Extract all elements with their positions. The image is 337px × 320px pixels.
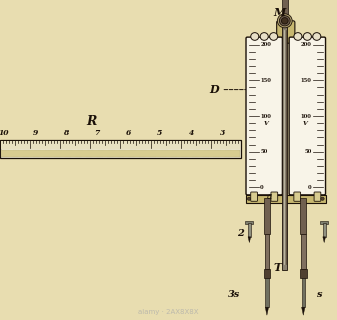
Circle shape [270, 33, 278, 40]
FancyBboxPatch shape [294, 192, 301, 201]
Bar [246, 195, 326, 203]
Text: 50: 50 [260, 149, 268, 154]
Circle shape [281, 18, 288, 24]
Bar [1, 141, 240, 149]
Polygon shape [302, 307, 305, 315]
Text: D: D [209, 84, 248, 95]
FancyBboxPatch shape [251, 192, 257, 201]
Text: 0: 0 [308, 185, 311, 190]
Bar [248, 223, 251, 237]
Bar [265, 234, 269, 269]
Polygon shape [248, 237, 251, 243]
Circle shape [251, 33, 259, 40]
Bar [300, 198, 306, 234]
Bar [1, 150, 240, 156]
Text: T: T [274, 262, 282, 273]
Text: 9: 9 [33, 129, 38, 138]
Bar [323, 223, 326, 237]
Bar [282, 0, 288, 22]
Text: R: R [86, 115, 96, 128]
Circle shape [260, 33, 268, 40]
Bar [245, 221, 253, 224]
Bar [0, 140, 241, 157]
Text: M: M [274, 7, 286, 18]
Text: V: V [264, 121, 268, 126]
Text: 0: 0 [260, 185, 264, 190]
Text: 2: 2 [237, 229, 243, 238]
Text: 100: 100 [301, 114, 311, 118]
Text: 200: 200 [260, 42, 271, 47]
FancyBboxPatch shape [271, 192, 278, 201]
Polygon shape [265, 307, 269, 315]
Circle shape [321, 197, 324, 200]
Text: 50: 50 [304, 149, 311, 154]
Text: 150: 150 [301, 78, 311, 83]
FancyBboxPatch shape [314, 192, 321, 201]
Text: alamy · 2AX8X8X: alamy · 2AX8X8X [138, 309, 199, 315]
Circle shape [279, 16, 290, 26]
Text: 200: 200 [301, 42, 311, 47]
Bar [265, 277, 269, 307]
Bar [282, 24, 287, 270]
Text: s: s [317, 290, 322, 299]
Text: a: a [267, 192, 272, 201]
Text: 8: 8 [63, 129, 69, 138]
Circle shape [294, 33, 302, 40]
Bar [300, 269, 307, 278]
Circle shape [247, 197, 251, 200]
Text: 4: 4 [188, 129, 194, 138]
Bar [264, 198, 270, 234]
Text: 6: 6 [126, 129, 131, 138]
Circle shape [303, 33, 311, 40]
Bar [301, 234, 306, 269]
Text: 5: 5 [157, 129, 162, 138]
Text: 3s: 3s [228, 290, 240, 299]
Text: 3: 3 [220, 129, 225, 138]
FancyBboxPatch shape [277, 21, 295, 43]
FancyBboxPatch shape [289, 37, 326, 195]
Text: V: V [303, 121, 308, 126]
Text: 10: 10 [0, 129, 9, 138]
Text: 100: 100 [260, 114, 271, 118]
Text: 7: 7 [94, 129, 100, 138]
FancyBboxPatch shape [246, 37, 282, 195]
Bar [302, 277, 305, 307]
Bar [264, 269, 270, 278]
Text: 150: 150 [260, 78, 271, 83]
Polygon shape [323, 237, 326, 243]
Circle shape [313, 33, 321, 40]
Circle shape [277, 14, 292, 28]
Bar [320, 221, 328, 224]
